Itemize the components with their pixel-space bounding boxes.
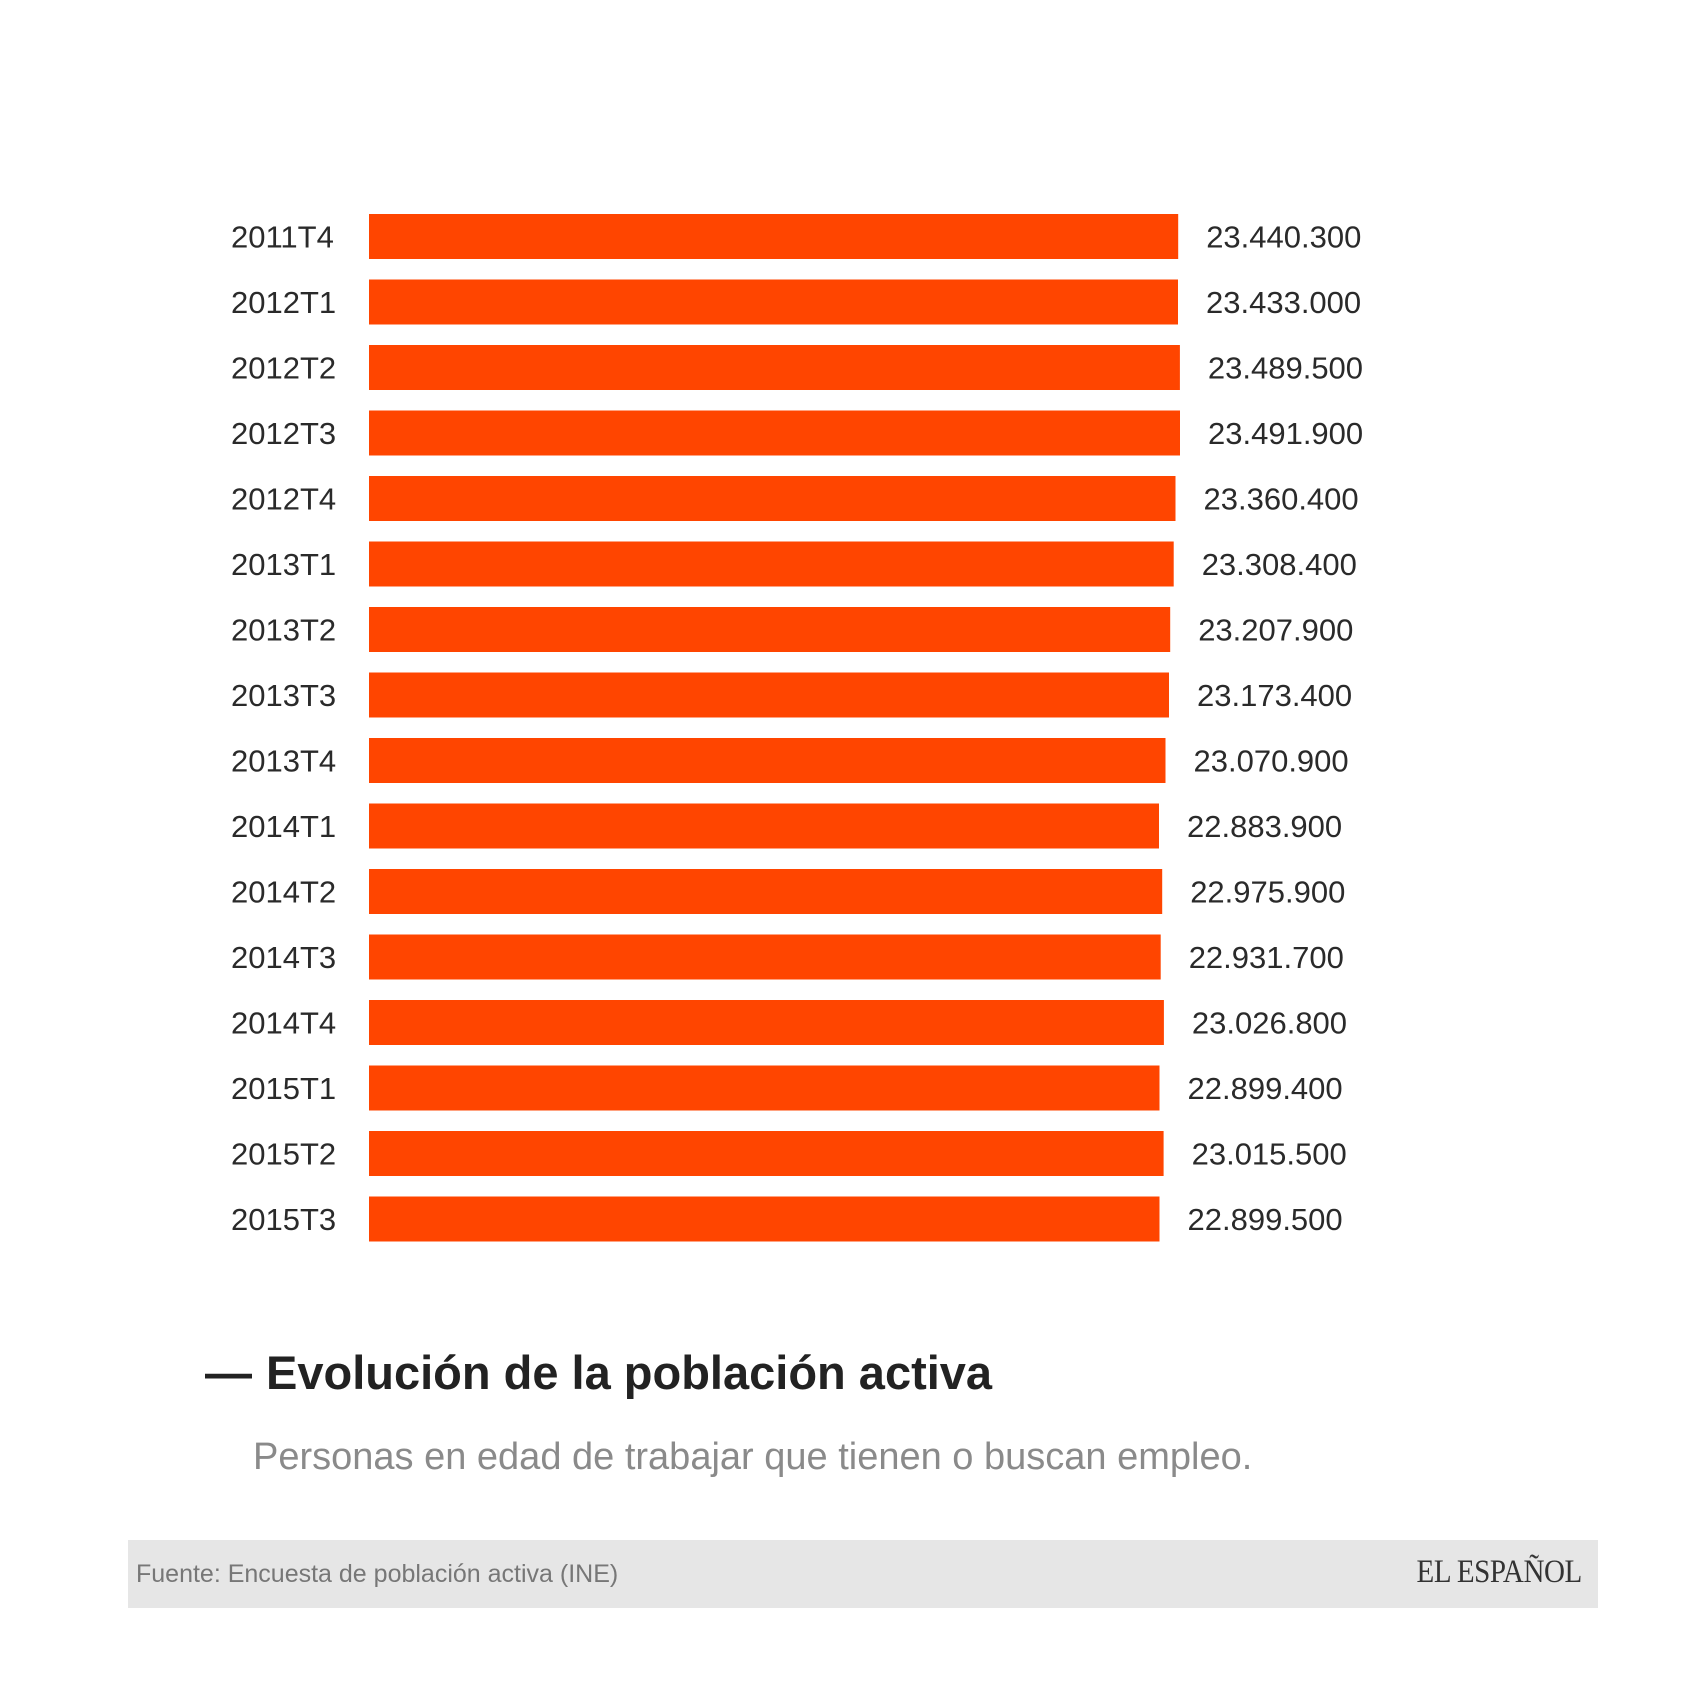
value-label: 23.308.400 [1202,547,1357,582]
value-label: 23.070.900 [1194,744,1349,779]
category-label: 2014T4 [231,1006,336,1041]
value-label: 23.015.500 [1192,1137,1347,1172]
category-label: 2013T2 [231,613,336,648]
value-label: 23.440.300 [1206,220,1361,255]
category-label: 2013T1 [231,547,336,582]
bar [369,1131,1164,1176]
bar [369,279,1178,325]
chart-title: Evolución de la población activa [266,1346,993,1399]
value-label: 23.489.500 [1208,351,1363,386]
value-label: 23.360.400 [1204,482,1359,517]
chart-title-block: — Evolución de la población activa [205,1345,992,1400]
category-label: 2013T3 [231,678,336,713]
value-label: 22.899.500 [1188,1202,1343,1237]
category-label: 2014T1 [231,809,336,844]
value-label: 22.883.900 [1187,809,1342,844]
bar-chart: 2011T4 23.440.300 2012T1 23.433.000 2012T2 23… [231,214,1363,1242]
category-label: 2014T2 [231,875,336,910]
value-label: 22.931.700 [1189,940,1344,975]
category-label: 2012T1 [231,285,336,320]
category-label: 2012T3 [231,416,336,451]
brand-logo: EL ESPAÑOL [1416,1554,1583,1590]
bar [369,869,1163,914]
bar [369,1000,1164,1045]
source-note: Fuente: Encuesta de población activa (IN… [136,1560,619,1588]
value-label: 22.975.900 [1190,875,1345,910]
bar [369,672,1169,718]
bar [369,214,1179,259]
bar [369,476,1176,521]
value-label: 23.026.800 [1192,1006,1347,1041]
value-label: 23.207.900 [1198,613,1353,648]
category-label: 2014T3 [231,940,336,975]
category-label: 2013T4 [231,744,336,779]
category-label: 2011T4 [231,220,334,255]
bar [369,345,1180,390]
value-label: 23.173.400 [1197,678,1352,713]
bar [369,607,1171,652]
category-label: 2012T4 [231,482,336,517]
category-label: 2015T1 [231,1071,336,1106]
bar [369,738,1166,783]
value-label: 23.491.900 [1208,416,1363,451]
footer-bar: Fuente: Encuesta de población activa (IN… [128,1540,1598,1608]
bar [369,803,1159,849]
bar [369,1065,1160,1111]
bar [369,541,1174,587]
category-label: 2015T2 [231,1137,336,1172]
title-dash: — [205,1346,252,1399]
chart-subtitle: Personas en edad de trabajar que tienen … [253,1436,1253,1478]
value-label: 23.433.000 [1206,285,1361,320]
bar [369,410,1180,456]
bar [369,934,1161,980]
value-label: 22.899.400 [1188,1071,1343,1106]
bar [369,1196,1160,1242]
category-label: 2015T3 [231,1202,336,1237]
category-label: 2012T2 [231,351,336,386]
